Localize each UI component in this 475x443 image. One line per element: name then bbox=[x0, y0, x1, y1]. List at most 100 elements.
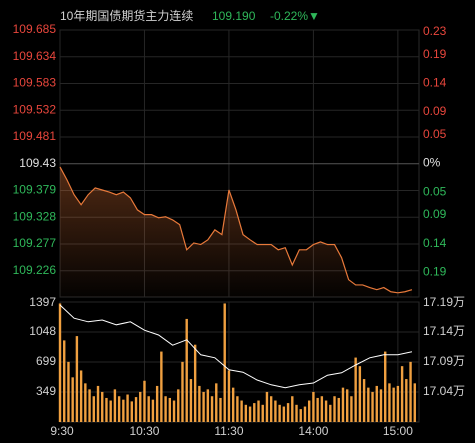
volume-bar bbox=[210, 396, 214, 422]
volume-bar bbox=[341, 387, 345, 422]
volume-bar bbox=[231, 387, 235, 422]
y2-tick-label: 17.14万 bbox=[423, 324, 465, 338]
x-tick-label: 9:30 bbox=[50, 424, 74, 438]
volume-bar bbox=[269, 396, 273, 422]
volume-bar bbox=[88, 389, 91, 422]
y2-tick-label: 0.09 bbox=[423, 104, 447, 118]
volume-bar bbox=[244, 404, 248, 422]
volume-bar bbox=[113, 389, 117, 422]
volume-bar bbox=[307, 400, 311, 422]
y2-tick-label: 0.14 bbox=[423, 236, 447, 250]
volume-bar bbox=[236, 396, 239, 422]
volume-bar bbox=[278, 404, 281, 422]
volume-bar bbox=[177, 389, 180, 422]
volume-bar bbox=[79, 370, 83, 422]
volume-bar bbox=[164, 396, 167, 422]
y-tick-label: 109.277 bbox=[13, 236, 57, 250]
price-area bbox=[60, 166, 412, 297]
volume-bar bbox=[84, 383, 87, 422]
volume-bar bbox=[358, 366, 362, 422]
price-line bbox=[59, 166, 413, 294]
y-tick-label: 109.328 bbox=[13, 209, 57, 223]
volume-bar bbox=[371, 391, 374, 422]
y-tick-label: 1048 bbox=[29, 324, 56, 338]
y2-tick-label: 0.05 bbox=[423, 127, 447, 141]
y-tick-label: 109.481 bbox=[13, 129, 57, 143]
volume-bar bbox=[299, 409, 302, 422]
volume-bar bbox=[193, 344, 197, 422]
y-tick-label: 349 bbox=[36, 384, 56, 398]
volume-bar bbox=[198, 385, 201, 422]
volume-bar bbox=[312, 391, 315, 422]
volume-bar bbox=[181, 361, 184, 422]
volume-bar bbox=[130, 401, 133, 422]
volume-bar bbox=[75, 336, 79, 422]
y-tick-label: 109.226 bbox=[13, 263, 57, 277]
volume-bar bbox=[379, 389, 383, 422]
volume-bar bbox=[324, 400, 328, 422]
volume-bar bbox=[117, 396, 121, 422]
volume-bar bbox=[413, 383, 416, 422]
y2-tick-label: 0.19 bbox=[423, 265, 447, 279]
x-tick-label: 10:30 bbox=[129, 424, 159, 438]
volume-bar bbox=[227, 370, 231, 422]
last-price: 109.190 bbox=[212, 9, 256, 23]
volume-bar bbox=[291, 396, 294, 422]
y2-tick-label: 17.19万 bbox=[423, 295, 465, 309]
volume-bar bbox=[350, 396, 353, 422]
volume-bar bbox=[223, 303, 226, 422]
price-change: -0.22%▼ bbox=[270, 9, 320, 23]
volume-bar bbox=[202, 391, 205, 422]
y2-tick-label: 0.05 bbox=[423, 184, 447, 198]
volume-bar bbox=[274, 400, 277, 422]
volume-bar bbox=[329, 404, 332, 422]
open-interest-line bbox=[59, 304, 413, 389]
volume-bar bbox=[409, 361, 412, 422]
y-tick-label: 109.43 bbox=[19, 156, 56, 170]
volume-bar bbox=[185, 318, 188, 422]
y-tick-label: 109.379 bbox=[13, 183, 57, 197]
volume-bar bbox=[400, 366, 404, 422]
volume-bar bbox=[105, 397, 108, 422]
volume-bar bbox=[63, 340, 66, 422]
volume-bar bbox=[215, 383, 218, 422]
volume-bar bbox=[346, 389, 349, 422]
volume-bar bbox=[257, 400, 260, 422]
y-tick-label: 109.532 bbox=[13, 102, 57, 116]
volume-bar bbox=[189, 379, 193, 422]
volume-bar bbox=[333, 396, 336, 422]
volume-bar bbox=[109, 400, 112, 422]
y-tick-label: 1397 bbox=[29, 295, 56, 309]
volume-bar bbox=[295, 404, 298, 422]
y2-tick-label: 0.14 bbox=[423, 75, 447, 89]
volume-bar bbox=[240, 400, 243, 422]
volume-bar bbox=[388, 383, 391, 422]
volume-bar bbox=[206, 389, 210, 422]
volume-bar bbox=[155, 385, 159, 422]
volume-bar bbox=[71, 377, 74, 422]
y2-tick-label: 0.23 bbox=[423, 24, 447, 38]
volume-bar bbox=[375, 385, 378, 422]
volume-bar bbox=[316, 397, 319, 422]
volume-bar bbox=[172, 400, 176, 422]
y-tick-label: 109.634 bbox=[13, 49, 57, 63]
volume-bar bbox=[168, 397, 172, 422]
y2-tick-label: 17.09万 bbox=[423, 354, 465, 368]
volume-bar bbox=[248, 406, 252, 422]
volume-bar bbox=[261, 404, 264, 422]
volume-bar bbox=[362, 379, 366, 422]
volume-bar bbox=[122, 399, 125, 422]
y2-tick-label: 17.04万 bbox=[423, 384, 465, 398]
volume-bar bbox=[139, 391, 142, 422]
y-tick-label: 109.583 bbox=[13, 76, 57, 90]
volume-bar bbox=[67, 361, 70, 422]
volume-bar bbox=[96, 385, 100, 422]
volume-bar bbox=[160, 351, 163, 422]
volume-bar bbox=[392, 387, 395, 422]
instrument-title: 10年期国债期货主力连续 bbox=[60, 8, 193, 23]
volume-bar bbox=[58, 303, 62, 422]
volume-bar bbox=[286, 403, 290, 422]
volume-bar bbox=[396, 385, 400, 422]
volume-bar bbox=[101, 391, 104, 422]
